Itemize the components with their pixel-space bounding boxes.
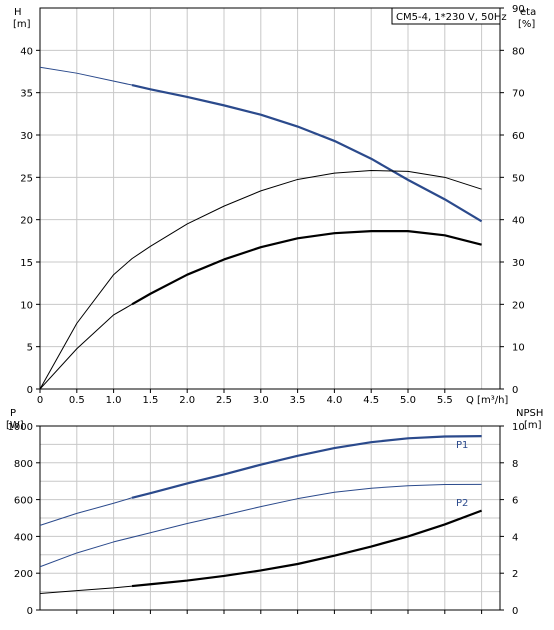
y2-tick-label: 6 — [512, 496, 518, 507]
p1-curve-extension — [39, 497, 133, 526]
y-tick-label: 0 — [27, 385, 33, 396]
chart-title: CM5-4, 1*230 V, 50Hz — [396, 12, 507, 23]
y2-axis-unit-npsh: [m] — [524, 420, 542, 431]
x-tick-label: 3.5 — [290, 395, 306, 406]
series-label-p1: P1 — [456, 440, 468, 451]
y-tick-label: 400 — [14, 532, 33, 543]
series-label-p2: P2 — [456, 498, 468, 509]
x-tick-label: 4.0 — [326, 395, 342, 406]
x-tick-label: 3.0 — [253, 395, 269, 406]
y2-tick-label: 30 — [512, 258, 525, 269]
top-chart-ticks: 0 0.5 1.0 1.5 2.0 2.5 3.0 3.5 4.0 4.5 5.0 5.5 0 5 10 15… — [20, 4, 524, 406]
top-chart-grid — [40, 7, 500, 389]
y2-tick-label: 20 — [512, 300, 525, 311]
y2-tick-label: 0 — [512, 606, 518, 617]
y-tick-label: 35 — [20, 89, 33, 100]
x-tick-label: 0.5 — [69, 395, 85, 406]
y2-tick-label: 10 — [512, 343, 525, 354]
y2-axis-unit-eta: [%] — [518, 19, 535, 30]
y-tick-label: 1000 — [8, 422, 33, 433]
x-tick-label: 4.5 — [363, 395, 379, 406]
y2-tick-label: 0 — [512, 385, 518, 396]
y2-axis-label-npsh: NPSH — [516, 408, 543, 419]
y-tick-label: 25 — [20, 173, 33, 184]
y-tick-label: 10 — [20, 300, 33, 311]
y2-tick-label: 80 — [512, 46, 525, 57]
x-tick-label: 1.5 — [142, 395, 158, 406]
y2-tick-label: 60 — [512, 131, 525, 142]
top-chart-series — [39, 66, 483, 390]
y-tick-label: 40 — [20, 46, 33, 57]
x-tick-label: 1.0 — [106, 395, 122, 406]
p2-curve — [39, 483, 482, 568]
y-axis-unit-head: [m] — [13, 19, 31, 30]
x-tick-label: 5.5 — [437, 395, 453, 406]
npsh-curve — [131, 509, 482, 588]
eta-curve-bold-extension — [39, 303, 133, 390]
x-axis-label-flow: Q [m³/h] — [466, 395, 508, 406]
y2-tick-label: 90 — [512, 4, 525, 15]
y-tick-label: 15 — [20, 258, 33, 269]
y2-tick-label: 50 — [512, 173, 525, 184]
y-tick-label: 20 — [20, 216, 33, 227]
y2-tick-label: 10 — [512, 422, 525, 433]
y2-tick-label: 40 — [512, 216, 525, 227]
y-tick-label: 30 — [20, 131, 33, 142]
bottom-chart-grid — [40, 425, 500, 610]
bottom-chart-ticks: 0 200 400 600 800 1000 0 2 4 6 8 10 — [8, 422, 525, 617]
y-tick-label: 200 — [14, 569, 33, 580]
y-tick-label: 5 — [27, 343, 33, 354]
y-tick-label: 800 — [14, 459, 33, 470]
head-curve — [131, 83, 483, 223]
x-tick-label: 0 — [37, 395, 43, 406]
x-tick-label: 5.0 — [400, 395, 416, 406]
x-tick-label: 2.5 — [216, 395, 232, 406]
y-axis-label-power: P — [10, 408, 16, 419]
chart-title-box — [391, 7, 501, 25]
bottom-chart-frame — [39, 425, 501, 611]
p1-curve — [131, 435, 482, 499]
eta-curve-thin — [39, 170, 482, 390]
y2-tick-label: 8 — [512, 459, 518, 470]
y-axis-unit-power: [W] — [6, 420, 24, 431]
y2-tick-label: 2 — [512, 569, 518, 580]
x-tick-label: 2.0 — [179, 395, 195, 406]
y2-tick-label: 4 — [512, 532, 518, 543]
y2-tick-label: 70 — [512, 89, 525, 100]
bottom-chart-series — [39, 435, 482, 594]
y2-axis-label-eta: eta — [520, 7, 536, 18]
npsh-curve-extension — [39, 585, 133, 594]
eta-curve-bold — [131, 229, 482, 306]
y-tick-label: 600 — [14, 496, 33, 507]
y-tick-label: 0 — [27, 606, 33, 617]
top-chart-frame — [39, 7, 501, 390]
y-axis-label-head: H — [14, 7, 22, 18]
head-curve-extension — [39, 66, 133, 86]
